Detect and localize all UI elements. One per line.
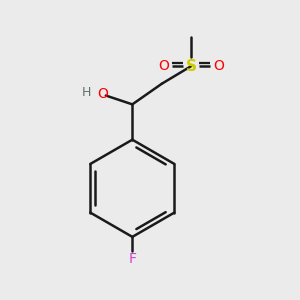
Text: S: S xyxy=(186,58,197,74)
Text: O: O xyxy=(97,87,108,101)
Text: O: O xyxy=(213,59,224,73)
Text: F: F xyxy=(128,252,136,266)
Text: H: H xyxy=(81,86,91,99)
Text: O: O xyxy=(159,59,170,73)
